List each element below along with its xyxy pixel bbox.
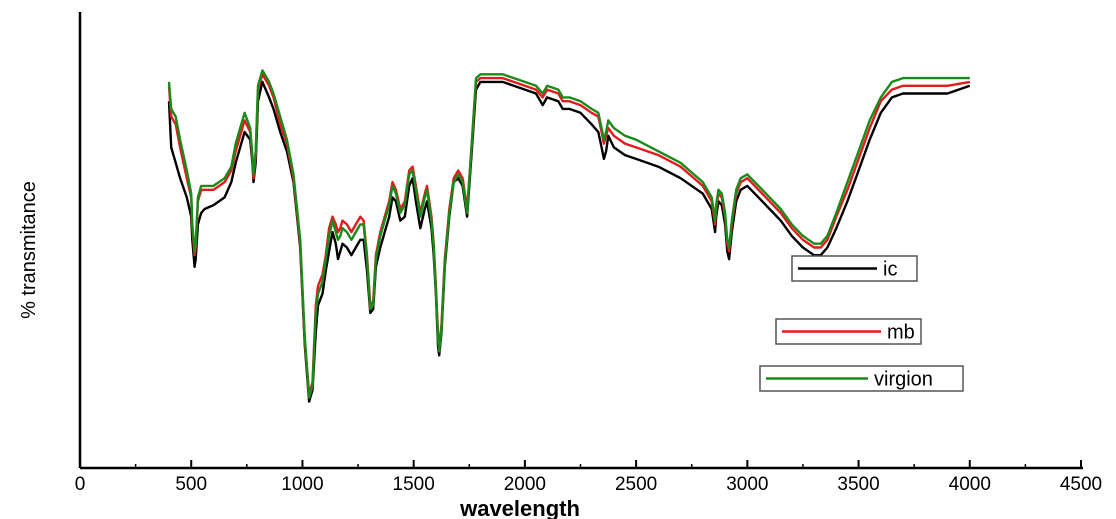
y-axis-title: % transmitance [18,181,40,319]
x-tick-label-4000: 4000 [949,474,991,495]
x-axis-title: wavelength [459,496,580,519]
x-tick-label-3000: 3000 [726,474,768,495]
legend-item-virgion: virgion [759,365,964,392]
x-tick-label-1500: 1500 [393,474,435,495]
x-tick-label-500: 500 [175,474,207,495]
x-tick-label-0: 0 [75,474,86,495]
series-line-virgion [167,69,970,399]
legend-label-ic: ic [883,259,897,281]
legend-item-ic: ic [791,255,918,282]
legend-label-virgion: virgion [874,369,933,391]
x-tick-label-2500: 2500 [615,474,657,495]
x-tick-label-3500: 3500 [837,474,879,495]
axes: 0 500 1000 1500 2000 2500 3000 3500 4000 4500 [75,12,1102,495]
x-tick-label-2000: 2000 [504,474,546,495]
series-line-mb [167,73,971,395]
x-tick-label-4500: 4500 [1060,474,1102,495]
plot-lines [167,69,971,403]
legend-item-mb: mb [775,318,922,345]
legend: ic mb virgion [759,255,964,392]
legend-label-mb: mb [887,322,915,344]
x-tick-label-1000: 1000 [281,474,323,495]
series-line-ic [167,80,971,403]
